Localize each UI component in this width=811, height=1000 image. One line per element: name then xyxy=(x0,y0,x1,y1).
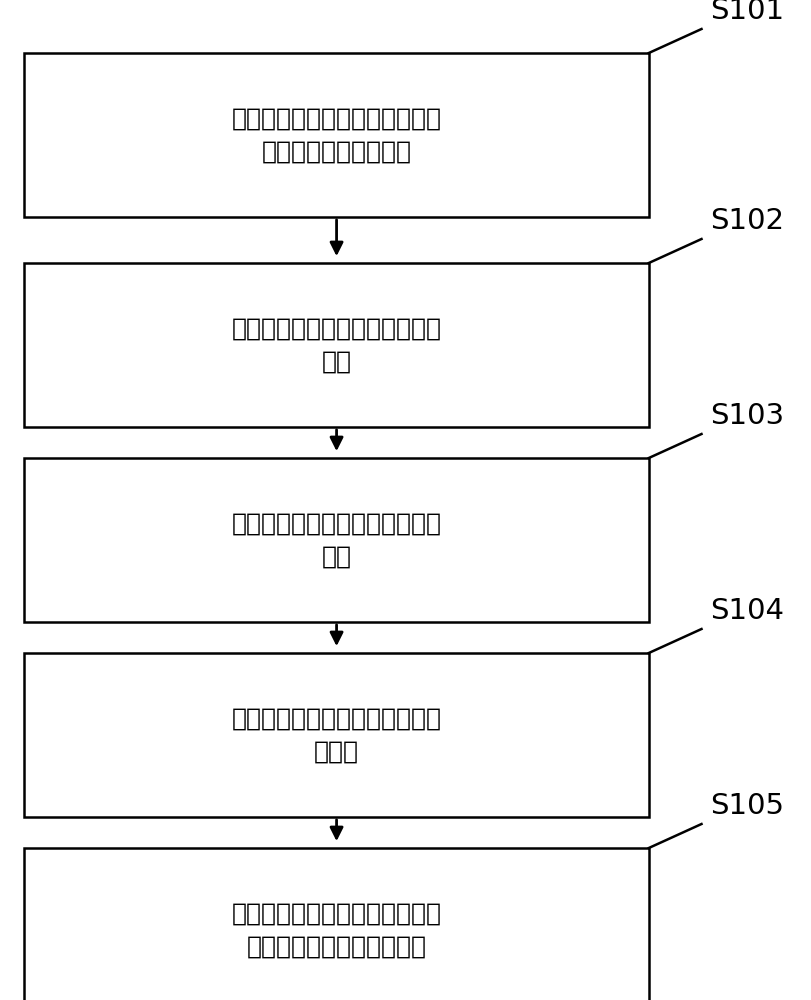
Text: 电子设备获取用户的沐浴时间，
并获取用户的用户信息: 电子设备获取用户的沐浴时间， 并获取用户的用户信息 xyxy=(232,106,441,164)
Text: S105: S105 xyxy=(710,792,783,820)
Text: 在沐浴时间前，电子设备控制空
调器对温度和湿度进行调节: 在沐浴时间前，电子设备控制空 调器对温度和湿度进行调节 xyxy=(232,901,441,959)
Text: 电子设备根据浴室位置确定沐浴
路线: 电子设备根据浴室位置确定沐浴 路线 xyxy=(232,511,441,569)
Bar xyxy=(24,263,649,427)
Text: S101: S101 xyxy=(710,0,783,25)
Text: 电子设备根据用户信息确定浴室
位置: 电子设备根据用户信息确定浴室 位置 xyxy=(232,316,441,374)
Text: S104: S104 xyxy=(710,597,783,625)
Text: S103: S103 xyxy=(710,402,783,430)
Text: S102: S102 xyxy=(710,207,783,235)
Text: 电子设备确定沐浴路线所涉及的
空调器: 电子设备确定沐浴路线所涉及的 空调器 xyxy=(232,706,441,764)
Bar xyxy=(24,653,649,817)
Bar xyxy=(24,848,649,1000)
Bar xyxy=(24,53,649,217)
Bar xyxy=(24,458,649,622)
